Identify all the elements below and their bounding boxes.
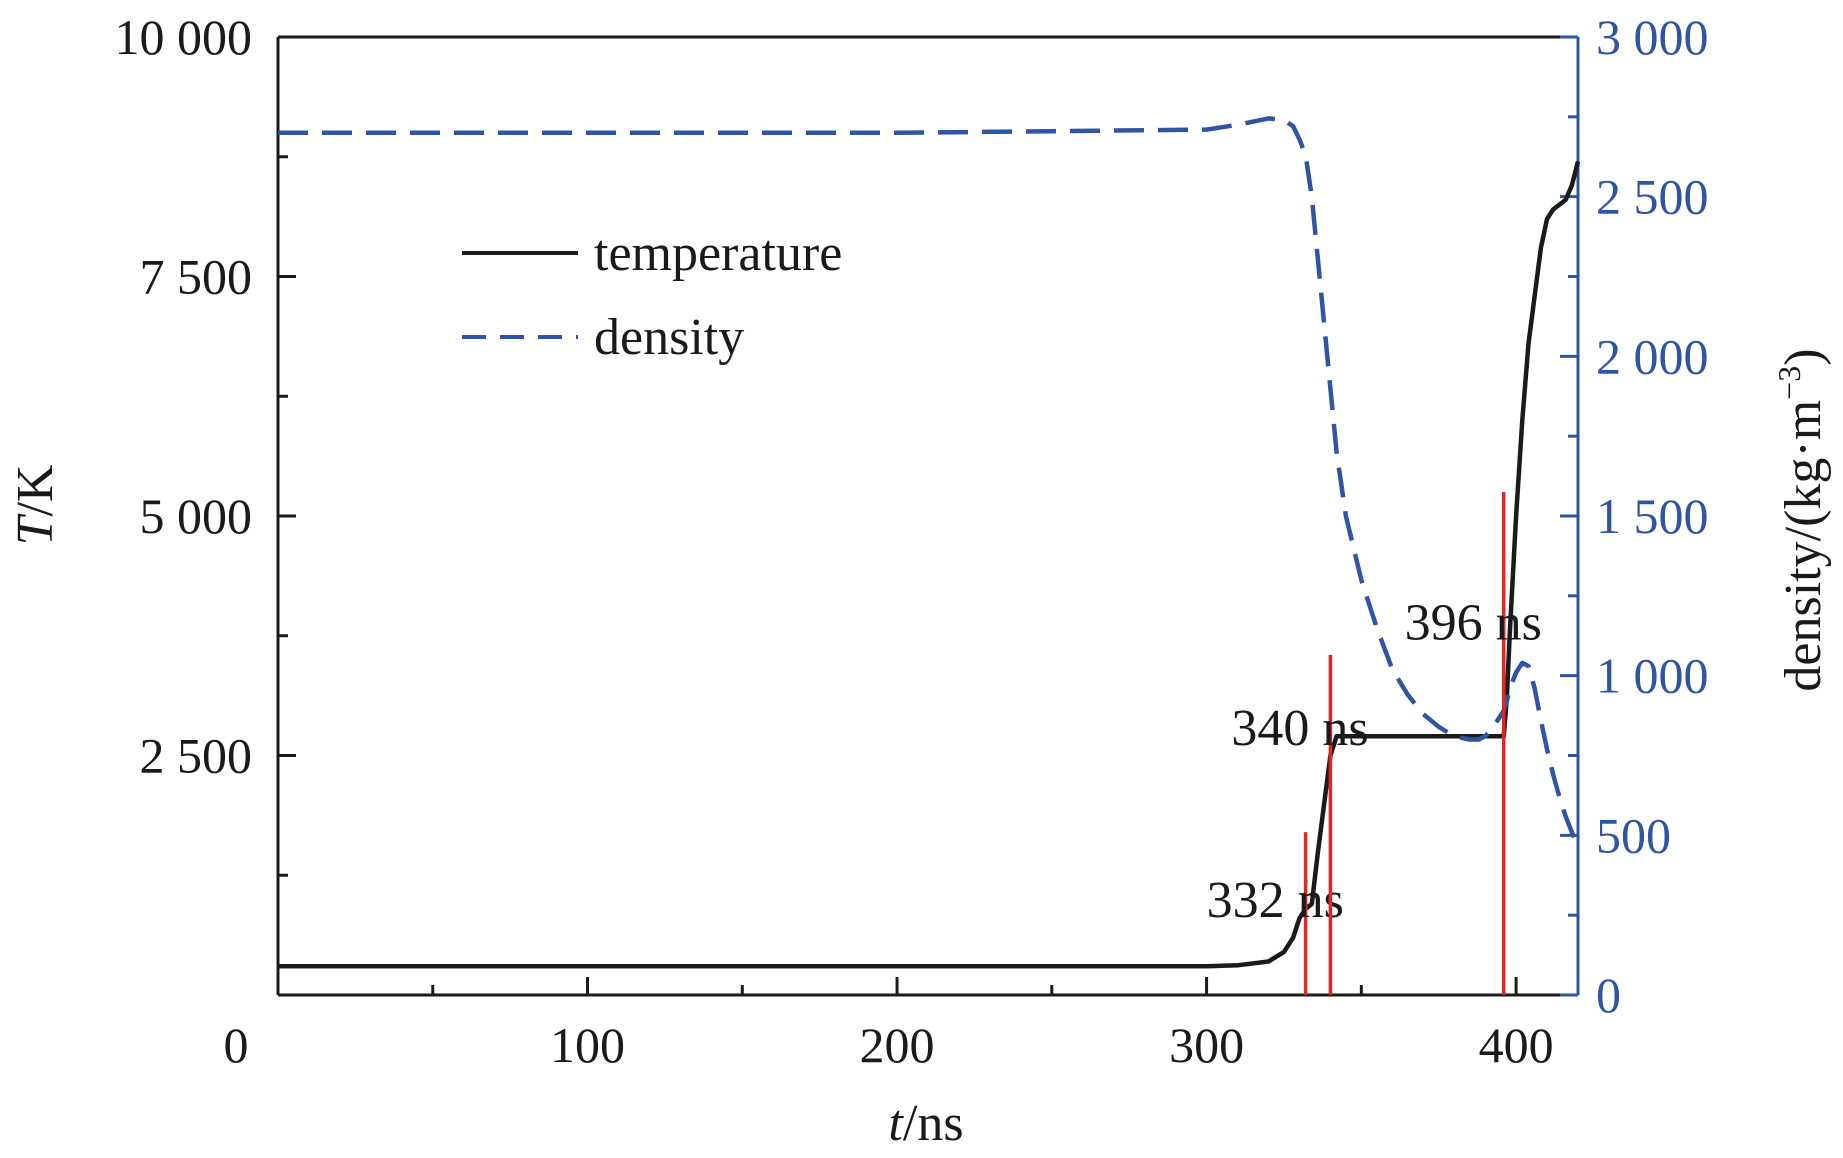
left-axis-var: T [7, 513, 64, 545]
left-axis-unit: /K [7, 464, 64, 516]
x-tick-label: 0 [224, 1017, 249, 1073]
right-tick-label: 1 500 [1596, 488, 1709, 544]
legend: temperature density [462, 225, 842, 366]
left-axis-title: T/K [7, 464, 64, 545]
x-tick-label: 300 [1169, 1017, 1244, 1073]
marker-label: 340 ns [1231, 700, 1368, 757]
right-axis-title: density/(kg·m−3) [1771, 348, 1832, 691]
marker-label: 396 ns [1405, 594, 1542, 651]
right-tick-label: 2 500 [1596, 169, 1709, 225]
right-tick-label: 0 [1596, 967, 1621, 1023]
legend-density-label: density [594, 309, 744, 366]
marker-label: 332 ns [1207, 872, 1344, 929]
x-axis-var: t [888, 1095, 904, 1152]
left-tick-label: 5 000 [140, 488, 253, 544]
legend-temperature-label: temperature [594, 225, 842, 282]
left-tick-label: 7 500 [140, 249, 253, 305]
x-tick-label: 200 [860, 1017, 935, 1073]
left-axis-ticks: 2 500 5 000 7 500 10 000 [115, 9, 296, 877]
right-axis-label: density/(kg·m [1775, 400, 1832, 692]
right-axis-ticks: 0 500 1 000 1 500 2 000 2 500 3 000 [1560, 9, 1709, 1023]
plot-frame [276, 35, 1580, 997]
series-layer [278, 116, 1581, 969]
x-tick-label: 400 [1479, 1017, 1554, 1073]
right-tick-label: 3 000 [1596, 9, 1709, 65]
right-tick-label: 500 [1596, 807, 1671, 863]
right-axis-close: ) [1775, 348, 1832, 365]
series-line-temperature [278, 160, 1581, 969]
x-tick-label: 100 [550, 1017, 625, 1073]
series-line-density [278, 116, 1581, 846]
left-tick-label: 10 000 [115, 9, 253, 65]
right-axis-sup: −3 [1771, 366, 1807, 400]
x-axis-unit: /ns [903, 1095, 964, 1152]
left-tick-label: 2 500 [140, 728, 253, 784]
right-tick-label: 1 000 [1596, 648, 1709, 704]
marker-layer: 332 ns 340 ns 396 ns [1207, 492, 1542, 995]
x-axis-ticks: 0 100 200 300 400 [224, 977, 1554, 1073]
right-tick-label: 2 000 [1596, 328, 1709, 384]
x-axis-title: t/ns [888, 1095, 963, 1152]
